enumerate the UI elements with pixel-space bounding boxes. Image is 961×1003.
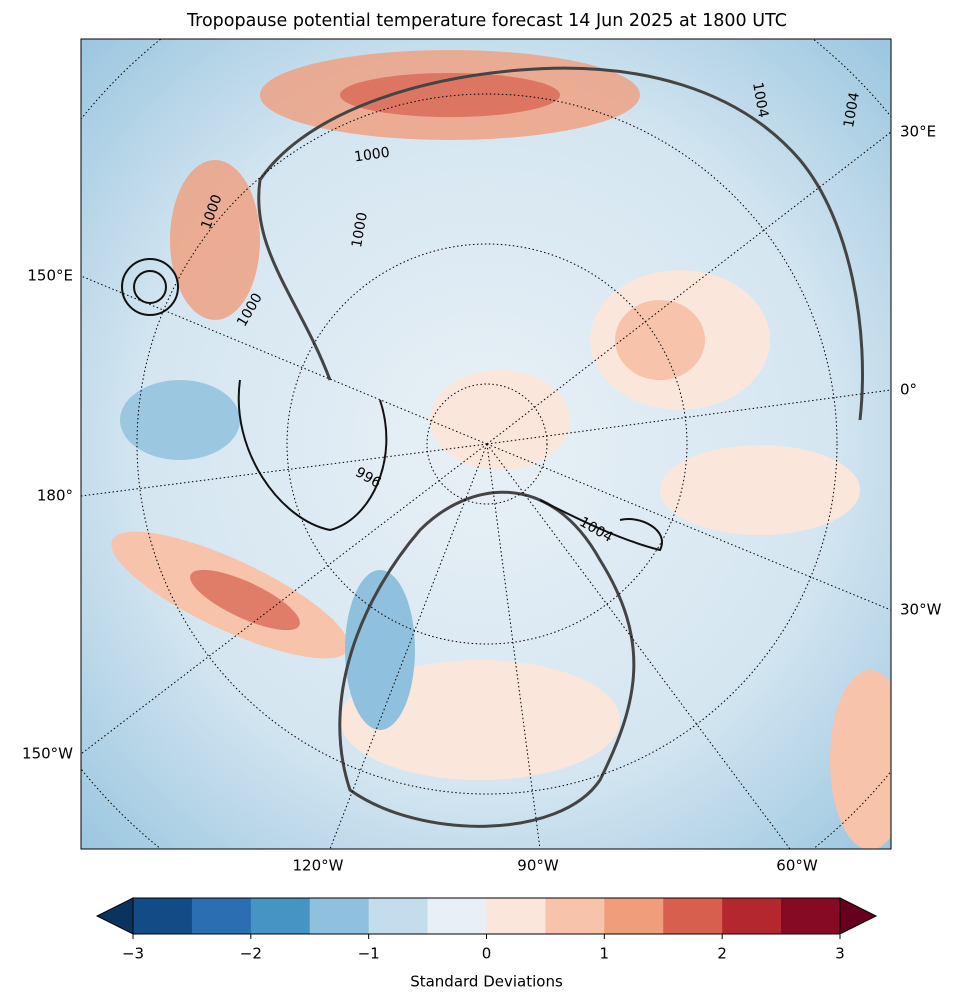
colorbar-bin (250, 898, 311, 934)
colorbar-tick-label: −1 (358, 945, 380, 963)
longitude-label: 30°W (900, 601, 942, 619)
longitude-label: 0° (900, 381, 917, 399)
colorbar-label: Standard Deviations (410, 973, 563, 991)
contour-label: 1000 (353, 145, 391, 166)
longitude-label: 150°E (27, 267, 73, 285)
colorbar-bin (427, 898, 487, 934)
map-title: Tropopause potential temperature forecas… (186, 11, 787, 31)
longitude-label: 90°W (517, 857, 559, 875)
colorbar-tick-label: 1 (600, 945, 610, 963)
longitude-label: 60°W (776, 857, 818, 875)
map-frame (80, 38, 892, 850)
contour-label: 1000 (349, 211, 371, 249)
colorbar-tick-label: 0 (482, 945, 492, 963)
contour-label: 1004 (841, 91, 863, 129)
colorbar-bin (368, 898, 429, 934)
colorbar-extend-high (839, 897, 878, 935)
colorbar-bin (781, 898, 841, 934)
longitude-label: 180° (37, 487, 73, 505)
colorbar-bin (722, 898, 782, 934)
colorbar-bin (191, 898, 252, 934)
contour-label: 1004 (749, 81, 771, 119)
colorbar-bin (309, 898, 370, 934)
colorbar-tick-label: 2 (717, 945, 727, 963)
colorbar-tick-label: −2 (240, 945, 262, 963)
colorbar-bin (133, 898, 193, 934)
map-field (81, 39, 891, 849)
colorbar-bin (486, 898, 546, 934)
colorbar-tick-label: 3 (835, 945, 845, 963)
longitude-label: 150°W (22, 745, 73, 763)
longitude-label: 30°E (900, 123, 936, 141)
colorbar-bin (663, 898, 723, 934)
colorbar-bin (545, 898, 605, 934)
colorbar-extend-low (95, 897, 134, 935)
colorbar-tick-label: −3 (122, 945, 144, 963)
colorbar-bin (604, 898, 664, 934)
longitude-label: 120°W (293, 857, 344, 875)
